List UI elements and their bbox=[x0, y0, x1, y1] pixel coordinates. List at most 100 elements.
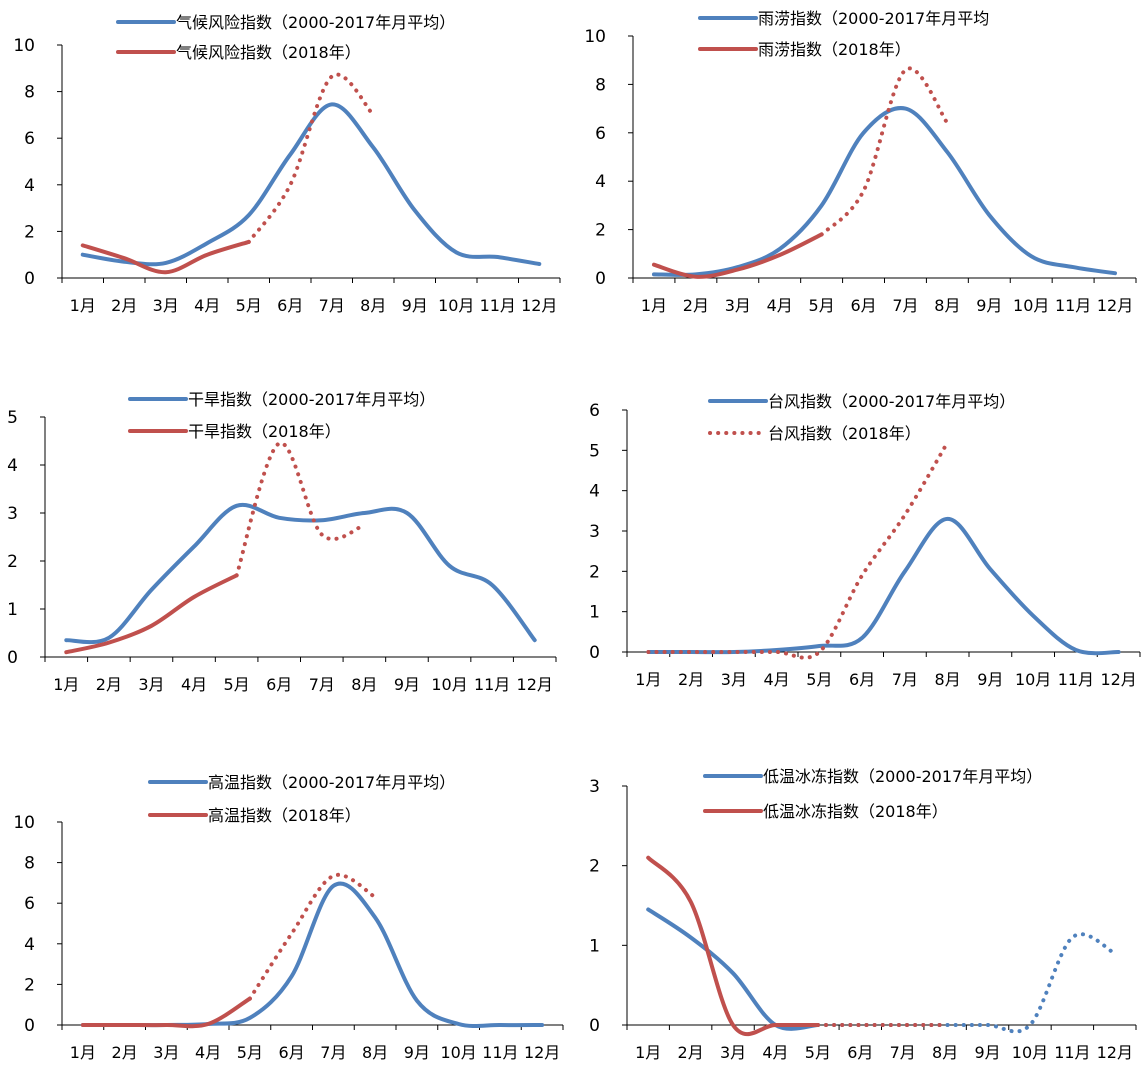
x-tick-label: 6月 bbox=[849, 670, 875, 689]
legend-label-1: 高温指数（2000-2017年月平均） bbox=[208, 773, 455, 792]
x-tick-label: 12月 bbox=[521, 296, 557, 315]
x-tick-label: 5月 bbox=[805, 1043, 831, 1062]
chart-1: 0 2 4 6 8 10 1月 2月 3月 4月 5月 6月 7月 8月 9月 10月 11月 12月 气候风险指数… bbox=[13, 13, 560, 315]
x-tick-label: 3月 bbox=[725, 296, 751, 315]
y-tick-label: 2 bbox=[24, 222, 35, 242]
legend-label-1: 低温冰冻指数（2000-2017年月平均） bbox=[763, 767, 1042, 786]
y-tick-label: 3 bbox=[7, 504, 18, 524]
series-line-dotted-2 bbox=[822, 68, 948, 234]
x-tick-label: 7月 bbox=[319, 296, 345, 315]
x-tick-label: 10月 bbox=[440, 1043, 476, 1062]
x-tick-label: 9月 bbox=[977, 670, 1003, 689]
y-tick-label: 0 bbox=[7, 648, 18, 668]
y-tick-label: 8 bbox=[595, 75, 606, 95]
legend-label-1: 干旱指数（2000-2017年月平均） bbox=[188, 390, 435, 409]
x-tick-label: 10月 bbox=[438, 296, 474, 315]
x-tick-label: 10月 bbox=[431, 675, 467, 694]
x-tick-label: 11月 bbox=[482, 1043, 518, 1062]
x-tick-label: 11月 bbox=[1054, 1043, 1090, 1062]
x-tick-label: 9月 bbox=[404, 1043, 430, 1062]
x-tick-label: 9月 bbox=[976, 296, 1002, 315]
y-tick-label: 2 bbox=[7, 552, 18, 572]
y-tick-label: 1 bbox=[589, 936, 600, 956]
x-tick-label: 7月 bbox=[309, 675, 335, 694]
y-tick-label: 0 bbox=[24, 269, 35, 289]
x-tick-label: 8月 bbox=[360, 296, 386, 315]
x-tick-label: 4月 bbox=[195, 1043, 221, 1062]
chart-2: 02468101月 2月 3月 4月 5月 6月 7月 8月 9月 10月 11月 12月雨涝指数（2… bbox=[584, 9, 1136, 315]
series-line-dotted-2 bbox=[249, 75, 374, 242]
x-tick-label: 9月 bbox=[394, 675, 420, 694]
y-tick-label: 6 bbox=[24, 129, 35, 149]
x-tick-label: 1月 bbox=[641, 296, 667, 315]
x-tick-label: 2月 bbox=[112, 1043, 138, 1062]
x-tick-label: 2月 bbox=[678, 670, 704, 689]
x-tick-label: 1月 bbox=[53, 675, 79, 694]
x-tick-label: 5月 bbox=[237, 1043, 263, 1062]
y-tick-label: 2 bbox=[24, 975, 35, 995]
series-line-2 bbox=[654, 234, 822, 276]
y-tick-label: 0 bbox=[24, 1016, 35, 1036]
x-tick-label: 12月 bbox=[1100, 670, 1136, 689]
x-tick-label: 12月 bbox=[524, 1043, 560, 1062]
x-tick-label: 6月 bbox=[279, 1043, 305, 1062]
legend-label-1: 雨涝指数（2000-2017年月平均 bbox=[758, 9, 989, 28]
y-tick-label: 3 bbox=[589, 522, 600, 542]
series-line-1 bbox=[648, 909, 818, 1028]
x-tick-label: 7月 bbox=[892, 670, 918, 689]
x-tick-label: 6月 bbox=[847, 1043, 873, 1062]
x-tick-label: 4月 bbox=[194, 296, 220, 315]
x-tick-label: 5月 bbox=[806, 670, 832, 689]
y-tick-label: 0 bbox=[589, 643, 600, 663]
x-tick-label: 6月 bbox=[850, 296, 876, 315]
series-line-1 bbox=[654, 108, 1115, 275]
x-tick-label: 12月 bbox=[517, 675, 553, 694]
y-tick-label: 6 bbox=[595, 124, 606, 144]
x-tick-label: 11月 bbox=[474, 675, 510, 694]
x-tick-label: 11月 bbox=[480, 296, 516, 315]
series-line-2 bbox=[83, 242, 249, 272]
x-tick-label: 4月 bbox=[764, 670, 790, 689]
y-tick-label: 5 bbox=[589, 441, 600, 461]
y-tick-label: 4 bbox=[24, 935, 35, 955]
y-tick-label: 2 bbox=[589, 562, 600, 582]
x-tick-label: 8月 bbox=[362, 1043, 388, 1062]
legend-label-2: 气候风险指数（2018年） bbox=[176, 43, 361, 62]
legend-label-2: 低温冰冻指数（2018年） bbox=[763, 802, 948, 821]
x-tick-label: 2月 bbox=[678, 1043, 704, 1062]
chart-4: 0 1 2 3 4 5 6 1月 2月 3月 4月 5月 6月 7月 8月 9月 10月 11月 12月 台风指数（2… bbox=[589, 392, 1140, 689]
x-tick-label: 2月 bbox=[683, 296, 709, 315]
x-tick-label: 10月 bbox=[1012, 1043, 1048, 1062]
series-line-dotted-2 bbox=[648, 442, 947, 657]
x-tick-label: 1月 bbox=[635, 670, 661, 689]
y-tick-label: 6 bbox=[589, 401, 600, 421]
y-tick-label: 8 bbox=[24, 854, 35, 874]
x-tick-label: 12月 bbox=[1097, 1043, 1133, 1062]
x-tick-label: 3月 bbox=[721, 670, 747, 689]
y-tick-label: 0 bbox=[589, 1016, 600, 1036]
x-tick-label: 12月 bbox=[1097, 296, 1133, 315]
x-tick-label: 2月 bbox=[111, 296, 137, 315]
x-tick-label: 8月 bbox=[351, 675, 377, 694]
y-tick-label: 8 bbox=[24, 83, 35, 103]
x-tick-label: 2月 bbox=[96, 675, 122, 694]
x-tick-label: 3月 bbox=[153, 296, 179, 315]
x-tick-label: 6月 bbox=[266, 675, 292, 694]
series-line-1 bbox=[648, 519, 1118, 653]
legend-label-1: 气候风险指数（2000-2017年月平均） bbox=[176, 13, 455, 32]
y-tick-label: 4 bbox=[595, 172, 606, 192]
y-tick-label: 4 bbox=[7, 456, 18, 476]
x-tick-label: 1月 bbox=[70, 296, 96, 315]
x-tick-label: 5月 bbox=[236, 296, 262, 315]
x-tick-label: 11月 bbox=[1055, 296, 1091, 315]
y-tick-label: 2 bbox=[589, 857, 600, 877]
series-line-2 bbox=[648, 858, 818, 1034]
series-line-1 bbox=[66, 505, 534, 642]
y-tick-label: 1 bbox=[7, 600, 18, 620]
series-line-dotted-1 bbox=[818, 934, 1115, 1031]
y-tick-label: 5 bbox=[7, 408, 18, 428]
x-tick-label: 9月 bbox=[402, 296, 428, 315]
x-tick-label: 4月 bbox=[767, 296, 793, 315]
y-tick-label: 10 bbox=[584, 27, 606, 47]
